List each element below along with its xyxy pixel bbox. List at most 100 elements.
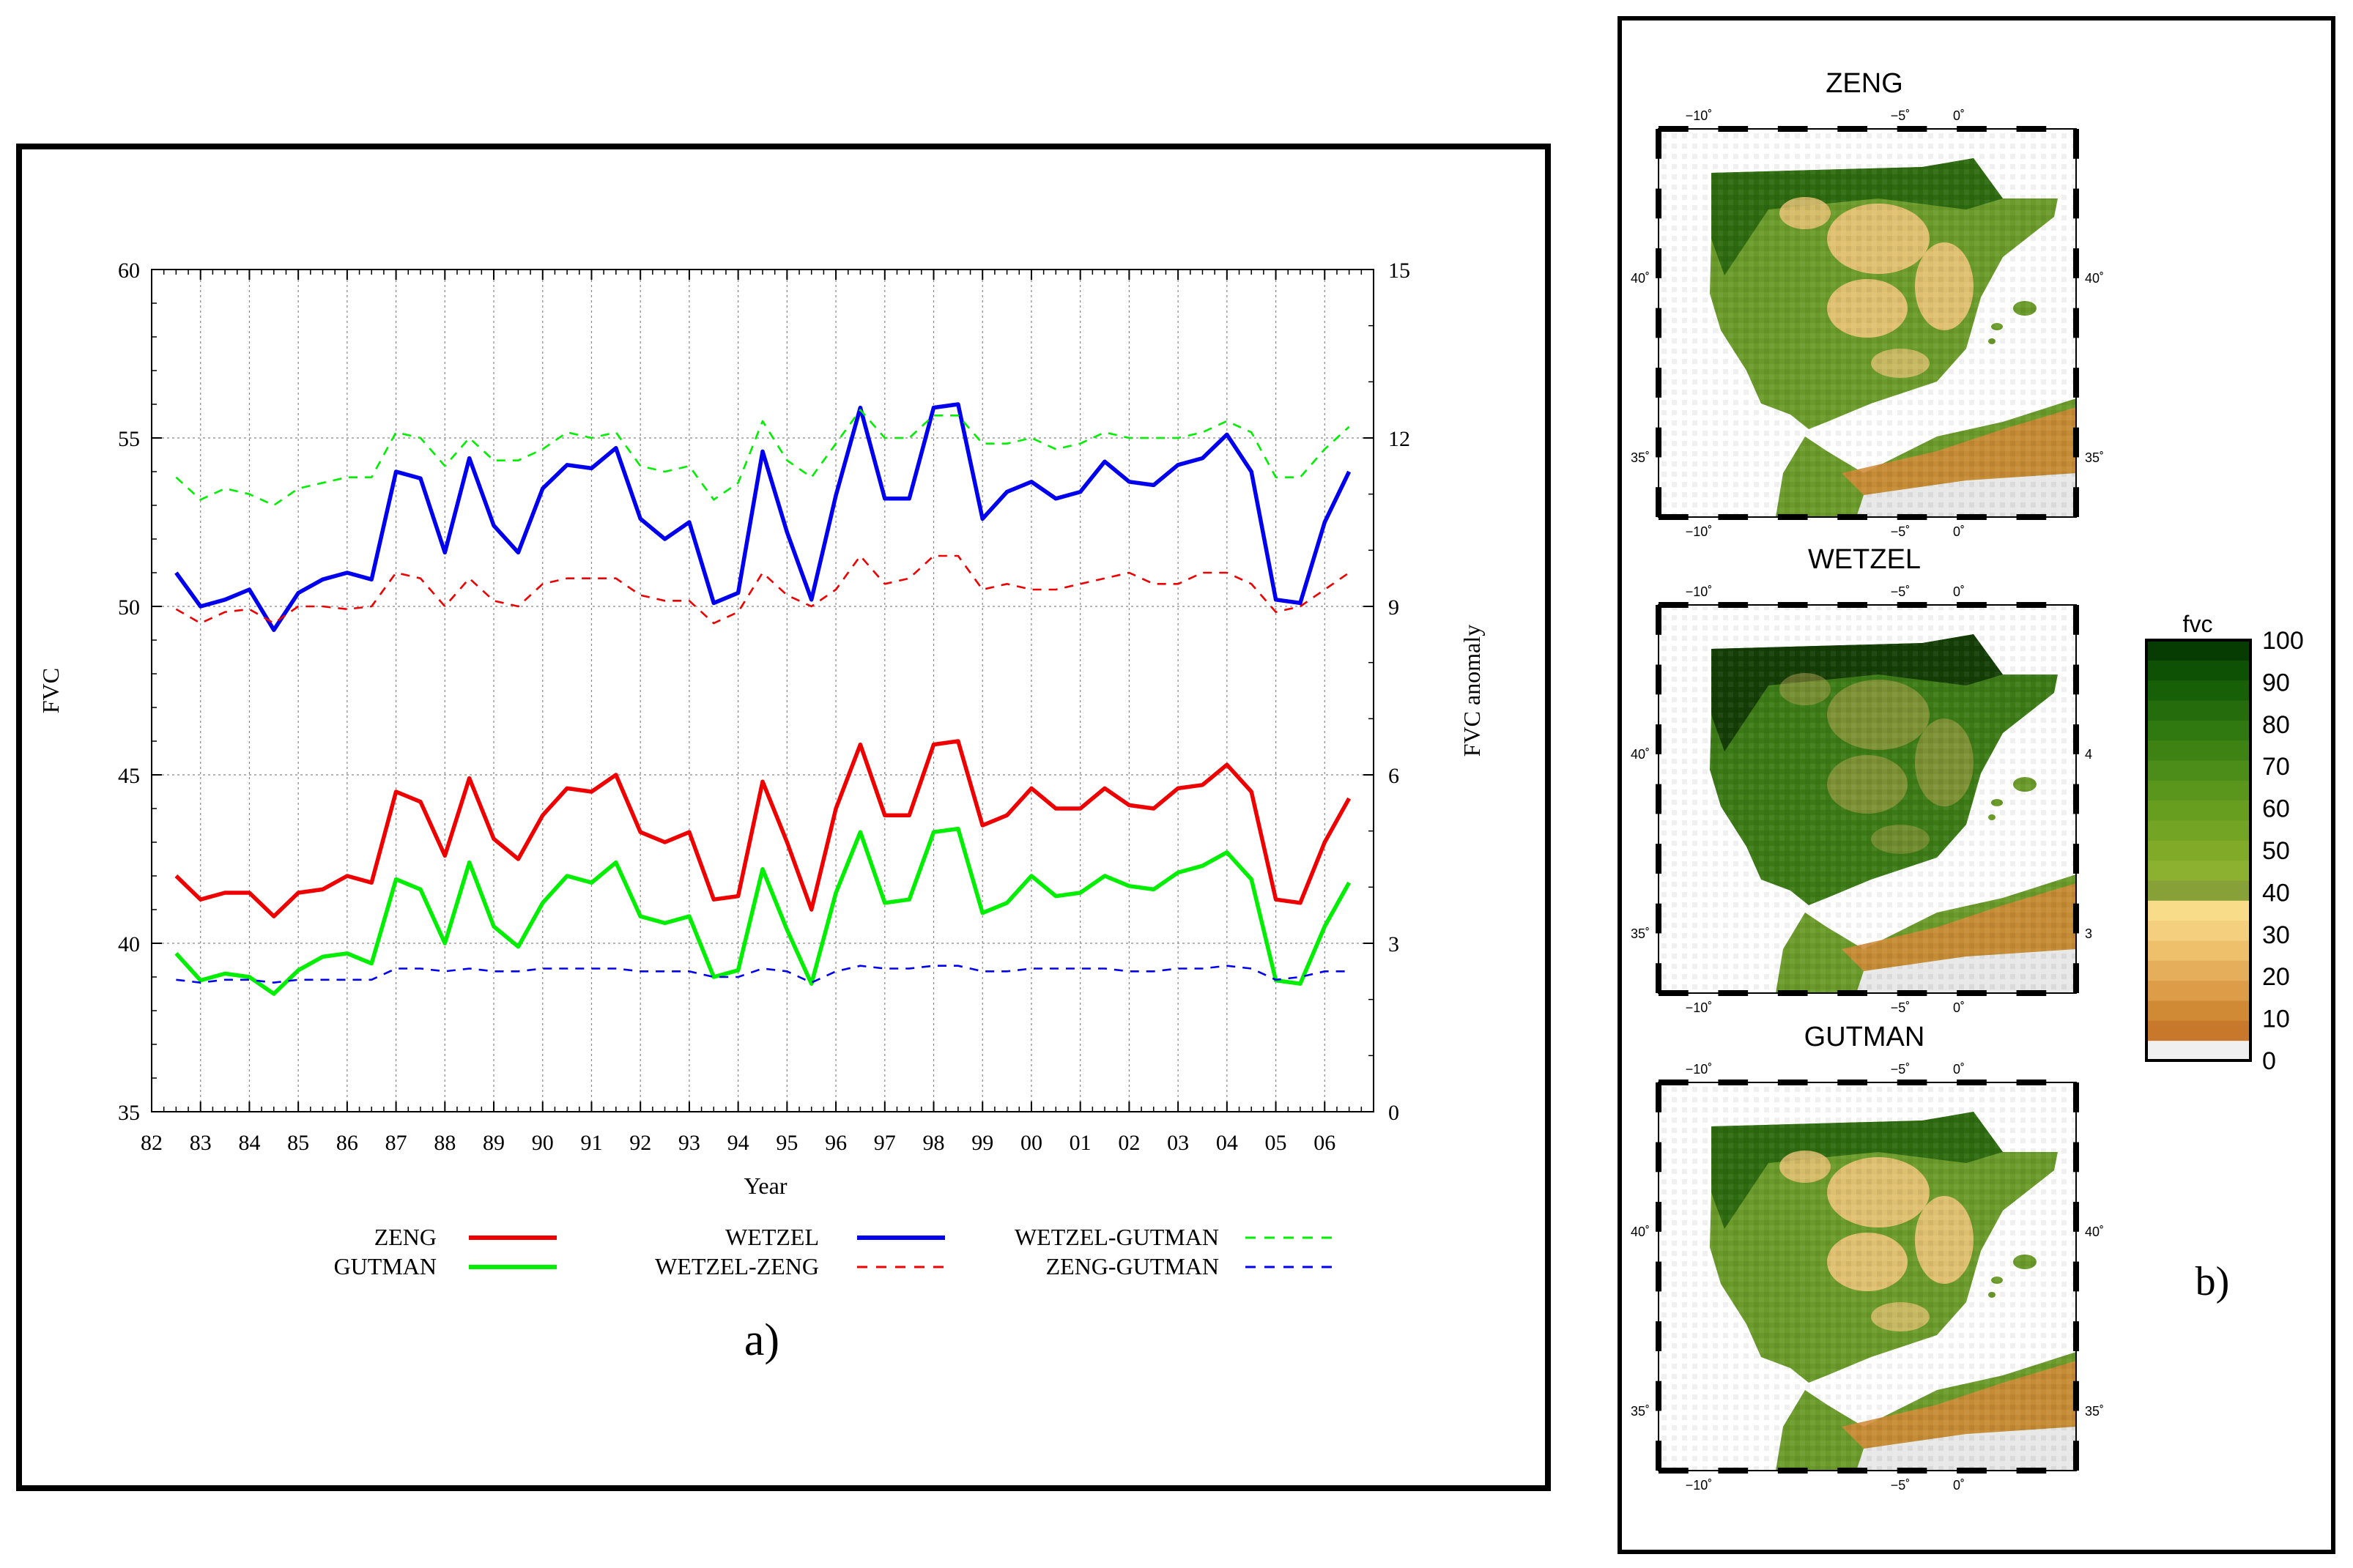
y2-tick-labels: 0 3 6 9 12 15 [1388, 259, 1410, 1125]
map-frame-tick [1656, 903, 1661, 934]
colorbar-tick-label: 0 [2262, 1047, 2276, 1075]
map-lat-label-right: 40˚ [2085, 271, 2104, 286]
map-texture [1659, 605, 2076, 993]
map-lat-label-left: 35˚ [1631, 450, 1650, 465]
y-tick-label: 60 [118, 259, 140, 283]
map-frame-tick [2073, 605, 2079, 635]
map-frame-tick [1656, 844, 1661, 874]
legend-label-gutman: GUTMAN [334, 1253, 437, 1279]
map-frame-tick [1656, 368, 1661, 398]
y2-tick-label: 3 [1388, 932, 1399, 956]
map-lon-label-bottom: −10˚ [1686, 1000, 1713, 1015]
legend-label-wetzel-zeng: WETZEL-ZENG [655, 1253, 819, 1279]
map-lon-label-top: −10˚ [1686, 584, 1713, 599]
chart-legend: ZENG GUTMAN WETZEL WETZEL-ZENG WETZEL-GU… [334, 1224, 1333, 1279]
colorbar-tick-label: 80 [2262, 711, 2290, 739]
map-frame-tick [2073, 368, 2079, 398]
x-tick-label: 98 [923, 1131, 945, 1155]
series-line-wetzel-zeng [175, 554, 1350, 625]
x-tick-label: 06 [1313, 1131, 1335, 1155]
x-tick-label: 02 [1118, 1131, 1140, 1155]
map-frame-tick [1659, 514, 1689, 520]
map-frame-tick [1777, 990, 1808, 996]
colorbar-tick-label: 60 [2262, 795, 2290, 823]
colorbar-tick-label: 10 [2262, 1006, 2290, 1033]
map-frame-tick [1656, 1261, 1661, 1292]
x-tick-label: 91 [580, 1131, 602, 1155]
colorbar-cell [2146, 820, 2250, 841]
colorbar-cell [2146, 840, 2250, 861]
map-lat-label-left: 40˚ [1631, 271, 1650, 286]
colorbar-cell [2146, 860, 2250, 881]
map-lon-label-bottom: 0˚ [1953, 1478, 1965, 1493]
colorbar-cell [2146, 880, 2250, 901]
map-frame-tick [1897, 1468, 1927, 1474]
map-frame-tick [1718, 126, 1749, 132]
map-lon-label-bottom: −5˚ [1891, 1000, 1911, 1015]
x-tick-label: 03 [1167, 1131, 1189, 1155]
map-lat-label-left: 35˚ [1631, 926, 1650, 941]
map-frame-tick [2073, 1381, 2079, 1411]
legend-label-zeng: ZENG [374, 1224, 437, 1250]
map-frame-tick [1897, 126, 1927, 132]
x-tick-label: 87 [385, 1131, 407, 1155]
y-tick-label: 40 [118, 932, 140, 956]
map-texture [1659, 129, 2076, 517]
colorbar-cell [2146, 1020, 2250, 1041]
x-tick-label: 84 [238, 1131, 260, 1155]
map-lon-label-top: 0˚ [1953, 108, 1965, 123]
map-frame-tick [1897, 1080, 1927, 1085]
map-frame-tick [2016, 990, 2047, 996]
map-frame-tick [2073, 724, 2079, 754]
map-frame-tick [1656, 308, 1661, 338]
y2-tick-label: 12 [1388, 427, 1410, 451]
map-frame-tick [2073, 188, 2079, 219]
x-tick-label: 00 [1020, 1131, 1042, 1155]
map-frame-tick [2073, 1202, 2079, 1232]
map-lon-label-top: −5˚ [1891, 584, 1911, 599]
map-lon-label-top: 0˚ [1953, 584, 1965, 599]
map-zeng: ZENG −10˚ −10˚ −5˚ −5˚ 0˚ 0˚ 40˚ 35˚ 40˚ 35˚ [1631, 68, 2104, 539]
map-frame-tick [2073, 1082, 2079, 1112]
map-lon-label-bottom: −10˚ [1686, 524, 1713, 539]
colorbar-cells [2146, 640, 2250, 1061]
map-frame-tick [1656, 664, 1661, 695]
map-frame-tick [2016, 126, 2047, 132]
colorbar-tick-label: 40 [2262, 879, 2290, 907]
y2-tick-label: 15 [1388, 259, 1410, 283]
colorbar-cell [2146, 960, 2250, 981]
map-frame-tick [2073, 308, 2079, 338]
map-frame-tick [1656, 487, 1661, 517]
map-frame-tick [2073, 784, 2079, 814]
map-frame-tick [2016, 1468, 2047, 1474]
y2-axis-label: FVC anomaly [1459, 625, 1485, 757]
map-frame-tick [1656, 963, 1661, 993]
panel-b-label: b) [2195, 1259, 2230, 1304]
map-frame-tick [1718, 1468, 1749, 1474]
colorbar-tick-label: 70 [2262, 753, 2290, 781]
map-frame-tick [2073, 129, 2079, 159]
map-lon-label-bottom: −10˚ [1686, 1478, 1713, 1493]
colorbar-cell [2146, 640, 2250, 661]
map-frame-tick [1656, 1321, 1661, 1351]
map-wetzel: WETZEL −10˚ −10˚ −5˚ −5˚ 0˚ 0˚ 40˚ 35˚ 4 3 [1631, 544, 2092, 1015]
map-frame-tick [1837, 1468, 1867, 1474]
map-frame-tick [2016, 602, 2047, 608]
y-axis-label: FVC [37, 668, 64, 713]
colorbar-cell [2146, 680, 2250, 701]
legend-label-wetzel: WETZEL [725, 1224, 819, 1250]
map-frame-tick [1659, 990, 1689, 996]
colorbar-cell [2146, 720, 2250, 741]
map-frame-tick [1718, 990, 1749, 996]
map-lat-label-right: 3 [2085, 926, 2092, 941]
x-tick-label: 86 [336, 1131, 358, 1155]
map-lon-label-top: −5˚ [1891, 108, 1911, 123]
y-tick-label: 45 [118, 764, 140, 788]
legend-label-wetzel-gutman: WETZEL-GUTMAN [1015, 1224, 1219, 1250]
map-lat-label-right: 35˚ [2085, 1404, 2104, 1419]
series-lines [174, 402, 1352, 996]
map-frame-tick [2073, 844, 2079, 874]
map-frame-tick [2073, 963, 2079, 993]
